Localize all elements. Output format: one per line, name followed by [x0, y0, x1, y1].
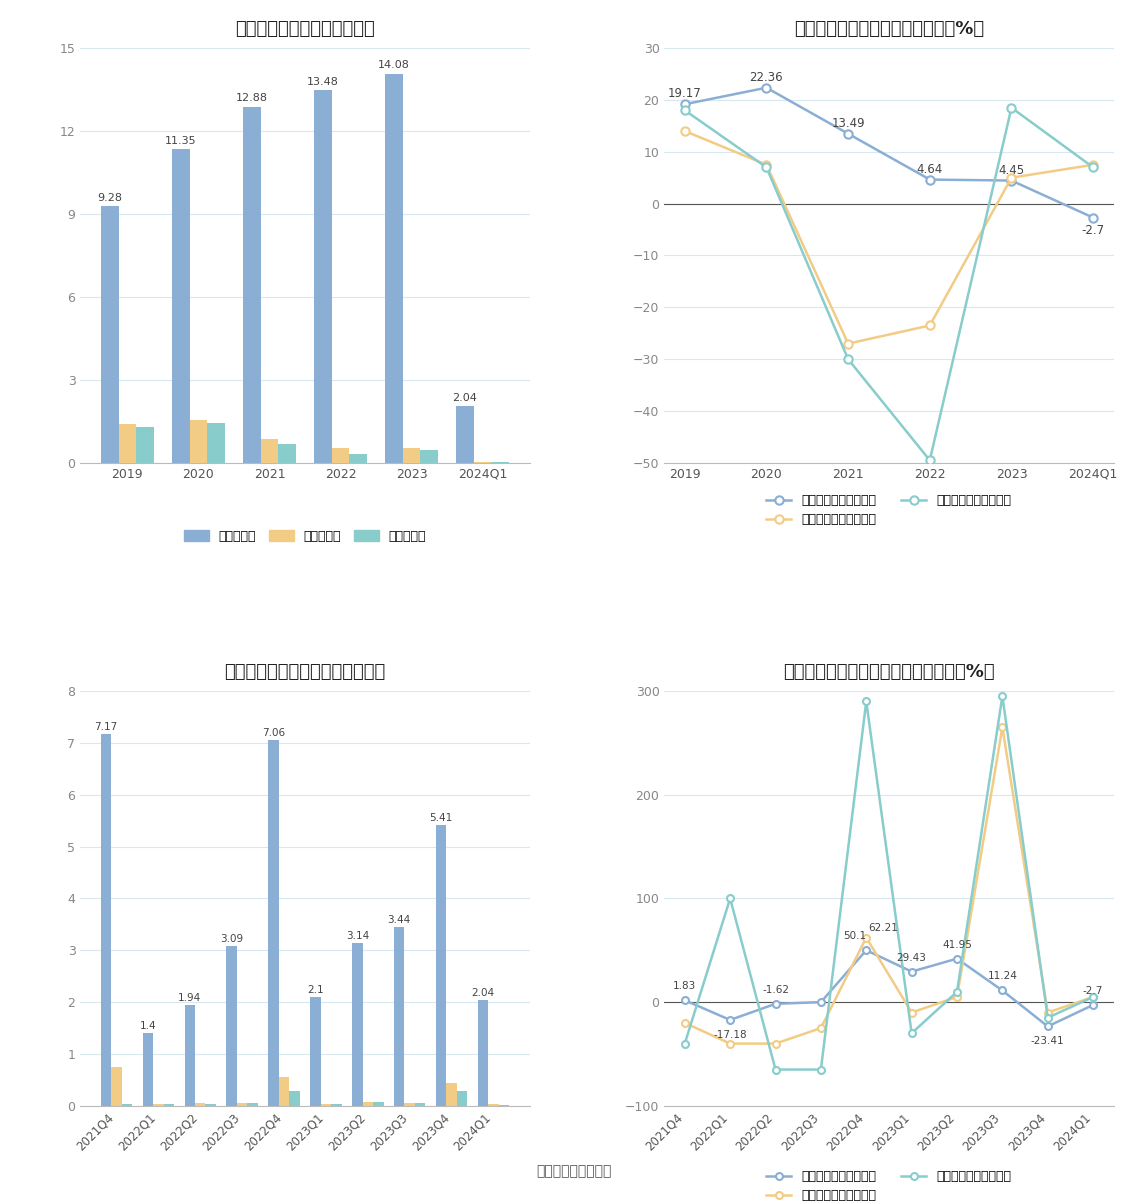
Text: 22.36: 22.36 [750, 71, 783, 84]
Bar [313, 90, 332, 463]
Bar [205, 1103, 216, 1106]
Bar [414, 1103, 426, 1106]
Text: 1.4: 1.4 [140, 1022, 156, 1031]
Bar [172, 149, 189, 463]
Bar [243, 107, 261, 463]
Bar [101, 734, 111, 1106]
Bar [137, 427, 154, 463]
Text: 3.09: 3.09 [220, 934, 243, 944]
Bar [403, 447, 420, 463]
Text: 19.17: 19.17 [668, 88, 701, 100]
Bar [320, 1103, 331, 1106]
Bar [208, 423, 225, 463]
Bar [185, 1005, 195, 1106]
Bar [195, 1103, 205, 1106]
Text: 50.1: 50.1 [844, 932, 867, 941]
Bar [456, 406, 474, 463]
Text: 41.95: 41.95 [943, 940, 972, 950]
Text: 7.06: 7.06 [262, 727, 285, 738]
Bar [122, 1103, 132, 1106]
Bar [279, 1077, 289, 1106]
Bar [101, 207, 118, 463]
Bar [142, 1034, 153, 1106]
Text: 2.04: 2.04 [452, 393, 478, 403]
Text: -2.7: -2.7 [1083, 986, 1103, 995]
Bar [118, 424, 137, 463]
Bar [474, 462, 491, 463]
Bar [352, 944, 363, 1106]
Text: 数据来源：恒生聚源: 数据来源：恒生聚源 [536, 1165, 612, 1178]
Bar [331, 1105, 342, 1106]
Bar [236, 1102, 247, 1106]
Bar [261, 440, 278, 463]
Text: 9.28: 9.28 [98, 194, 122, 203]
Text: 12.88: 12.88 [235, 94, 267, 103]
Text: 1.94: 1.94 [178, 993, 201, 1004]
Bar [420, 451, 439, 463]
Text: 14.08: 14.08 [378, 60, 410, 70]
Text: -2.7: -2.7 [1081, 225, 1104, 237]
Text: 2.1: 2.1 [308, 984, 324, 995]
Text: -17.18: -17.18 [713, 1030, 747, 1040]
Bar [457, 1091, 467, 1106]
Bar [349, 454, 367, 463]
Bar [394, 928, 404, 1106]
Bar [269, 739, 279, 1106]
Bar [278, 444, 296, 463]
Bar [226, 946, 236, 1106]
Bar [373, 1102, 383, 1106]
Bar [111, 1067, 122, 1106]
Legend: 营业总收入同比增长率, 归母净利润同比增长率, 扣非净利润同比增长率: 营业总收入同比增长率, 归母净利润同比增长率, 扣非净利润同比增长率 [761, 1165, 1016, 1202]
Bar [332, 447, 349, 463]
Text: 13.49: 13.49 [831, 117, 864, 130]
Text: -23.41: -23.41 [1031, 1036, 1064, 1047]
Bar [488, 1103, 498, 1106]
Title: 营收、净利季度变动情况（亿元）: 营收、净利季度变动情况（亿元） [224, 664, 386, 682]
Bar [447, 1083, 457, 1106]
Title: 历年营收、净利同比增长率情况（%）: 历年营收、净利同比增长率情况（%） [794, 20, 984, 38]
Text: 4.45: 4.45 [999, 163, 1024, 177]
Legend: 营业总收入同比增长率, 归母净利润同比增长率, 扣非净利润同比增长率: 营业总收入同比增长率, 归母净利润同比增长率, 扣非净利润同比增长率 [761, 489, 1016, 531]
Bar [310, 996, 320, 1106]
Title: 历年营收、净利情况（亿元）: 历年营收、净利情况（亿元） [235, 20, 375, 38]
Text: 4.64: 4.64 [916, 162, 943, 175]
Text: 1.83: 1.83 [673, 981, 697, 992]
Bar [189, 419, 208, 463]
Text: 5.41: 5.41 [429, 814, 452, 823]
Legend: 营业总收入, 归母净利润, 扣非净利润: 营业总收入, 归母净利润, 扣非净利润 [179, 525, 432, 548]
Text: -1.62: -1.62 [762, 984, 789, 995]
Bar [164, 1105, 174, 1106]
Bar [436, 826, 447, 1106]
Bar [404, 1102, 414, 1106]
Bar [478, 1000, 488, 1106]
Bar [247, 1102, 258, 1106]
Text: 29.43: 29.43 [897, 952, 926, 963]
Bar [289, 1091, 300, 1106]
Text: 13.48: 13.48 [307, 77, 339, 87]
Text: 3.14: 3.14 [346, 932, 369, 941]
Text: 7.17: 7.17 [94, 722, 117, 732]
Text: 11.24: 11.24 [987, 971, 1017, 981]
Bar [153, 1103, 164, 1106]
Bar [363, 1102, 373, 1106]
Bar [385, 73, 403, 463]
Text: 3.44: 3.44 [388, 916, 411, 926]
Text: 62.21: 62.21 [868, 923, 898, 933]
Text: 2.04: 2.04 [472, 988, 495, 998]
Text: 11.35: 11.35 [165, 136, 196, 145]
Title: 营收、净利同比增长率季度变动情况（%）: 营收、净利同比增长率季度变动情况（%） [783, 664, 995, 682]
